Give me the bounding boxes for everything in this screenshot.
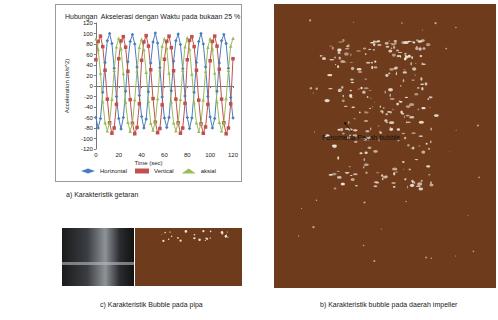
svg-text:20: 20 bbox=[86, 73, 93, 79]
svg-text:40: 40 bbox=[86, 62, 93, 68]
svg-text:Acceleration (m/s^2): Acceleration (m/s^2) bbox=[64, 59, 70, 114]
svg-text:40: 40 bbox=[138, 152, 145, 158]
svg-text:Time (sec): Time (sec) bbox=[134, 160, 162, 166]
html-text:c) Karakteristik Bubble pada p: c) Karakteristik Bubble pada pipa bbox=[100, 301, 203, 308]
svg-text:-60: -60 bbox=[84, 115, 93, 121]
svg-text:60: 60 bbox=[86, 52, 93, 58]
svg-text:-40: -40 bbox=[84, 104, 93, 110]
svg-text:120: 120 bbox=[83, 20, 94, 26]
html-text:b) Karakteristik bubble pada d: b) Karakteristik bubble pada daerah impe… bbox=[320, 301, 458, 308]
svg-text:-20: -20 bbox=[84, 94, 93, 100]
svg-text:0: 0 bbox=[90, 83, 94, 89]
svg-text:-120: -120 bbox=[81, 146, 94, 152]
svg-text:Fenomena Pecah bubble: Fenomena Pecah bubble bbox=[322, 134, 400, 141]
svg-text:aksial: aksial bbox=[201, 168, 216, 174]
svg-text:60: 60 bbox=[161, 152, 168, 158]
svg-text:-80: -80 bbox=[84, 125, 93, 131]
svg-text:80: 80 bbox=[184, 152, 191, 158]
html-text:a) Karakteristik getaran: a) Karakteristik getaran bbox=[66, 191, 139, 198]
svg-text:20: 20 bbox=[115, 152, 122, 158]
svg-text:Horizontal: Horizontal bbox=[100, 168, 127, 174]
svg-text:Vertical: Vertical bbox=[154, 168, 174, 174]
svg-text:120: 120 bbox=[228, 152, 239, 158]
svg-text:100: 100 bbox=[205, 152, 216, 158]
svg-text:Hubungan Akselerasi dengan Wa: Hubungan Akselerasi dengan Waktu pada bu… bbox=[65, 13, 240, 21]
svg-text:100: 100 bbox=[83, 31, 94, 37]
svg-text:0: 0 bbox=[94, 152, 98, 158]
svg-text:80: 80 bbox=[86, 41, 93, 47]
svg-text:-100: -100 bbox=[81, 136, 94, 142]
